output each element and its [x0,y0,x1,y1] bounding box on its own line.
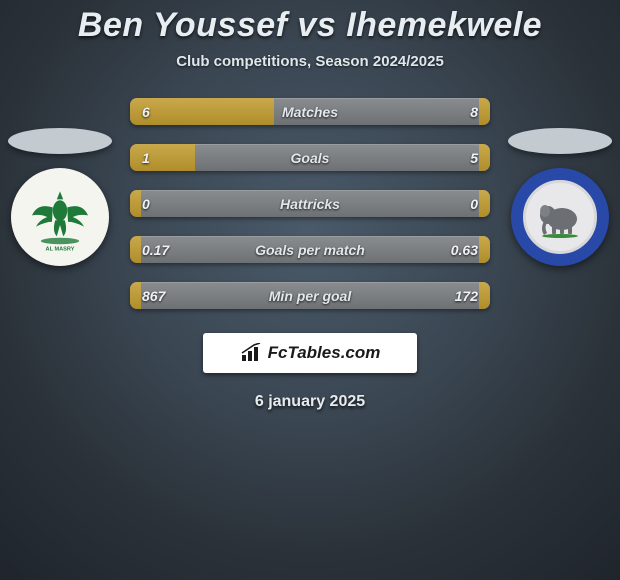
date-text: 6 january 2025 [255,393,365,411]
stat-right-value: 0 [470,196,478,212]
player1-name: Ben Youssef [78,6,288,44]
brand-box: FcTables.com [203,333,417,373]
stat-left-value: 6 [142,104,150,120]
player1-column: AL MASRY [0,128,120,266]
subtitle: Club competitions, Season 2024/2025 [176,53,444,70]
stat-right-value: 172 [455,288,478,304]
player1-club-badge: AL MASRY [11,168,109,266]
vs-text: vs [297,6,336,44]
stat-fill-right [479,282,490,309]
stat-label: Matches [282,104,338,120]
stat-row-min-per-goal: 867 Min per goal 172 [130,282,490,309]
stat-fill-left [130,236,141,263]
stat-label: Goals per match [255,242,365,258]
comparison-title: Ben Youssef vs Ihemekwele [78,6,542,45]
stat-right-value: 0.63 [451,242,478,258]
stat-right-value: 5 [470,150,478,166]
bar-chart-icon [240,343,264,363]
stat-row-goals: 1 Goals 5 [130,144,490,171]
player2-avatar-placeholder [508,128,612,154]
brand-text: FcTables.com [268,343,381,363]
stat-fill-right [479,98,490,125]
svg-text:AL MASRY: AL MASRY [46,247,75,253]
stat-row-hattricks: 0 Hattricks 0 [130,190,490,217]
player2-name: Ihemekwele [346,6,542,44]
stat-row-matches: 6 Matches 8 [130,98,490,125]
stat-fill-right [479,144,490,171]
stat-label: Min per goal [269,288,351,304]
stat-fill-left [130,98,274,125]
stat-left-value: 1 [142,150,150,166]
stat-fill-left [130,282,141,309]
stat-label: Hattricks [280,196,340,212]
stat-fill-left [130,144,195,171]
stats-list: 6 Matches 8 1 Goals 5 0 Hattricks 0 0.17… [130,98,490,309]
stat-right-value: 8 [470,104,478,120]
stat-left-value: 0.17 [142,242,169,258]
stat-fill-right [479,190,490,217]
player1-avatar-placeholder [8,128,112,154]
stat-label: Goals [291,150,330,166]
stat-fill-left [130,190,141,217]
stat-row-goals-per-match: 0.17 Goals per match 0.63 [130,236,490,263]
container: Ben Youssef vs Ihemekwele Club competiti… [0,0,620,580]
player2-column [500,128,620,266]
stat-left-value: 867 [142,288,165,304]
stat-left-value: 0 [142,196,150,212]
stat-fill-right [479,236,490,263]
elephant-icon [523,180,597,254]
player2-club-badge [511,168,609,266]
eagle-icon: AL MASRY [20,177,100,257]
